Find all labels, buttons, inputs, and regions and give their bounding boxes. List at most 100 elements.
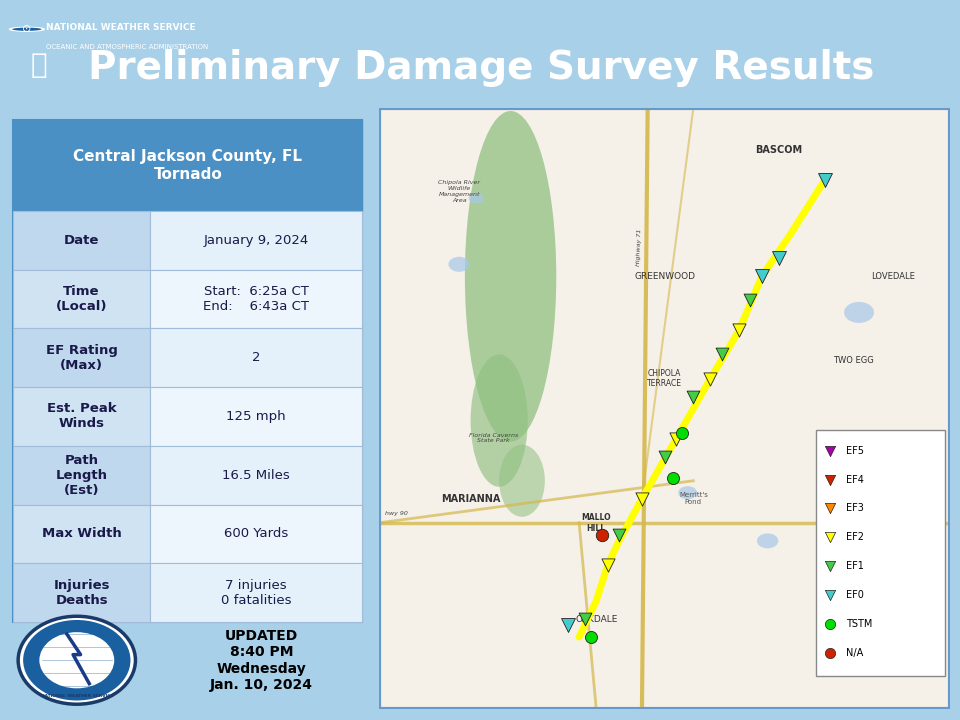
Bar [13,269,150,328]
Text: Chipola River
Wildlife
Management
Area: Chipola River Wildlife Management Area [438,180,480,202]
Point [823,531,838,543]
Text: EF4: EF4 [846,474,864,485]
Ellipse shape [678,486,697,500]
Point [732,325,747,336]
Point [657,451,672,462]
Text: EF3: EF3 [846,503,864,513]
Text: MARIANNA: MARIANNA [441,494,500,504]
Text: Start:  6:25a CT
End:    6:43a CT: Start: 6:25a CT End: 6:43a CT [204,285,309,313]
Text: CHIPOLA
TERRACE: CHIPOLA TERRACE [647,369,683,388]
Bar [150,328,362,387]
Text: EF0: EF0 [846,590,864,600]
Point [612,529,627,541]
Text: N/A: N/A [846,648,863,657]
Text: Preliminary Damage Survey Results: Preliminary Damage Survey Results [88,49,875,87]
Text: CYPRESS: CYPRESS [834,633,872,642]
Text: January 9, 2024: January 9, 2024 [204,234,309,247]
Point [703,373,718,384]
Text: TWO EGG: TWO EGG [833,356,874,365]
Point [635,493,650,505]
Text: EF1: EF1 [846,561,864,571]
Point [665,472,681,484]
Bar [150,269,362,328]
Text: Est. Peak
Winds: Est. Peak Winds [47,402,116,431]
Text: Florida Caverns
State Park: Florida Caverns State Park [468,433,518,444]
Text: DELLWOOD: DELLWOOD [824,452,872,462]
Point [823,618,838,629]
Text: TSTM: TSTM [846,618,873,629]
Bar [13,563,150,622]
Text: GREENWOOD: GREENWOOD [635,272,695,281]
Bar [816,430,945,676]
Bar [13,505,150,563]
Point [674,427,689,438]
Text: EF2: EF2 [846,532,864,542]
Bar [13,211,150,269]
Text: Time
(Local): Time (Local) [56,285,108,313]
Text: 🌀: 🌀 [31,50,47,78]
Ellipse shape [448,257,469,272]
Bar [150,505,362,563]
Text: Date: Date [64,234,99,247]
Text: LOVEDALE: LOVEDALE [872,272,915,281]
Point [823,589,838,600]
Text: Path
Length
(Est): Path Length (Est) [56,454,108,497]
Bar [150,211,362,269]
Point [823,445,838,456]
Bar [13,120,362,211]
Text: Injuries
Deaths: Injuries Deaths [54,579,109,607]
Point [594,529,610,541]
Bar [13,328,150,387]
Text: EF5: EF5 [846,446,864,456]
Circle shape [12,27,41,31]
Point [714,348,730,360]
Text: 7 injuries
0 fatalities: 7 injuries 0 fatalities [221,579,292,607]
Text: 2: 2 [252,351,260,364]
Ellipse shape [844,302,874,323]
Ellipse shape [863,574,889,592]
Point [743,294,758,306]
Circle shape [10,27,44,31]
Point [560,619,575,631]
Text: 600 Yards: 600 Yards [224,528,288,541]
Text: 16.5 Miles: 16.5 Miles [223,469,290,482]
Bar [13,120,362,622]
Text: Central Jackson County, FL
Tornado: Central Jackson County, FL Tornado [73,149,302,181]
Bar [13,387,150,446]
Ellipse shape [465,111,556,441]
Text: NATIONAL WEATHER SERVICE: NATIONAL WEATHER SERVICE [46,23,196,32]
Point [583,631,598,643]
Ellipse shape [470,354,528,487]
Text: hwy 90: hwy 90 [385,510,408,516]
Point [772,253,787,264]
Point [817,174,832,186]
Text: MALLO
HILL: MALLO HILL [582,513,612,533]
Text: EF Rating
(Max): EF Rating (Max) [46,343,117,372]
Text: 125 mph: 125 mph [227,410,286,423]
Point [823,503,838,514]
Point [668,433,684,444]
Bar [150,563,362,622]
Text: OAKDALE: OAKDALE [575,614,617,624]
Text: BASCOM: BASCOM [756,145,803,155]
Circle shape [18,616,135,704]
Bar [13,446,150,505]
Ellipse shape [499,445,545,517]
Circle shape [23,620,131,701]
Point [823,474,838,485]
Text: Merritt's
Pond: Merritt's Pond [679,492,708,505]
Bar [150,387,362,446]
Bar [150,446,362,505]
Text: Highway 71: Highway 71 [636,228,642,266]
Point [755,271,770,282]
Point [823,560,838,572]
Text: ⊙: ⊙ [22,24,32,35]
Text: Max Width: Max Width [41,528,122,541]
Ellipse shape [756,534,779,549]
Circle shape [39,632,114,688]
Point [823,647,838,659]
Point [600,559,615,571]
Ellipse shape [468,193,484,204]
Point [685,391,701,402]
Text: NATIONAL WEATHER SERVICE: NATIONAL WEATHER SERVICE [40,693,113,698]
